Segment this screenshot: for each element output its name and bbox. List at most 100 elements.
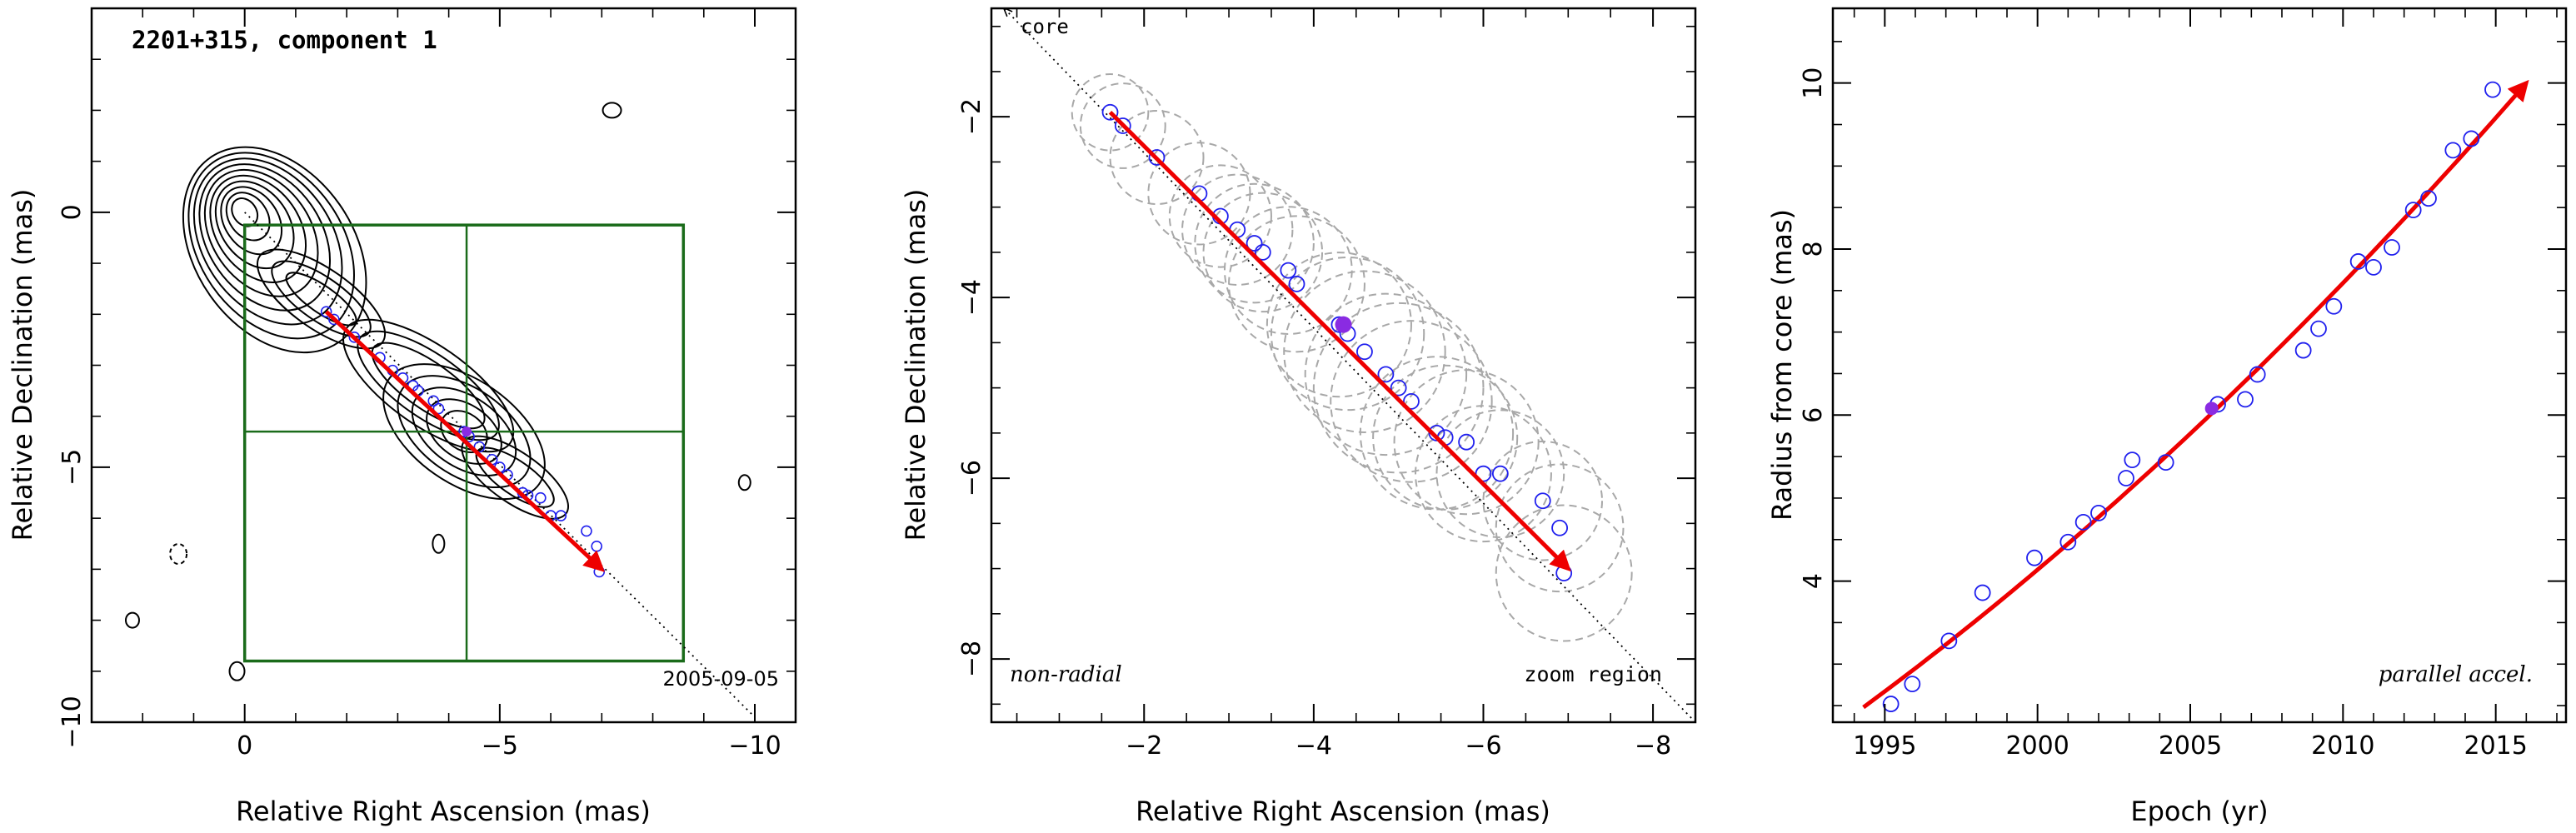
- position-marker: [555, 510, 567, 521]
- x-tick-label: 0: [237, 731, 252, 761]
- position-marker: [1288, 275, 1305, 292]
- y-tick-label: 8: [1799, 241, 1828, 257]
- component-size-circle: [1228, 215, 1365, 353]
- radius-data-point: [2059, 533, 2077, 551]
- mean-position-marker: [2204, 402, 2219, 416]
- core-contour: [198, 163, 332, 312]
- y-tick-label: −6: [957, 460, 986, 496]
- zoom-box: [242, 223, 686, 663]
- x-tick-label: 1995: [1853, 731, 1916, 761]
- position-marker: [591, 541, 602, 552]
- panel1-ticks: 0 −5 −10 0 −5 −10: [57, 8, 796, 761]
- panel1-overlay: [242, 212, 756, 718]
- panel3-x-axis-label: Epoch (yr): [2130, 796, 2268, 827]
- core-contour: [225, 192, 271, 242]
- component-size-circle: [1181, 173, 1294, 286]
- radius-data-point: [1940, 632, 1958, 650]
- acceleration-fit-curve: [1862, 79, 2529, 710]
- core-direction-line: [1004, 8, 1695, 722]
- y-tick-label: −10: [57, 696, 87, 748]
- component-size-circle: [1330, 320, 1493, 483]
- component-size-circle: [1202, 192, 1324, 313]
- panel2-frame: [990, 7, 1697, 724]
- x-tick-label: 2015: [2464, 731, 2527, 761]
- mean-position-marker: [1335, 316, 1352, 333]
- radius-data-point: [2325, 297, 2343, 315]
- core-contour: [220, 186, 283, 256]
- radius-data-point: [2294, 342, 2312, 359]
- panel2-fit-circles: [1071, 72, 1633, 642]
- jet-contour: [285, 272, 357, 327]
- y-tick-label: −4: [957, 279, 986, 316]
- core-contour: [192, 157, 343, 326]
- radius-data-point: [1904, 676, 1921, 693]
- radius-data-point: [2249, 366, 2266, 383]
- isolated-contour: [124, 611, 140, 629]
- component-size-circle: [1283, 270, 1446, 433]
- x-tick-label: −4: [1295, 731, 1332, 761]
- panel-radius-vs-epoch: 1995 2000 2005 2010 2015 4 6 8 10 parallel accel…: [1766, 7, 2568, 827]
- position-marker: [1114, 117, 1131, 134]
- radius-data-point: [1974, 584, 1991, 601]
- mean-position-marker: [462, 426, 472, 437]
- negative-contour: [169, 542, 188, 565]
- radius-data-point: [2090, 504, 2107, 521]
- panel1-contours: [124, 102, 751, 681]
- position-marker: [320, 306, 332, 318]
- position-marker: [328, 313, 340, 326]
- y-tick-label: 4: [1799, 573, 1828, 589]
- x-tick-label: −5: [482, 731, 518, 761]
- panel-zoom-region: −2 −4 −6 −8 −2 −4 −6 −8 core non-radial zoom re…: [900, 7, 1697, 827]
- position-marker: [535, 491, 547, 504]
- panel3-overlay: [1862, 79, 2529, 712]
- position-marker: [1458, 433, 1475, 451]
- core-contour: [203, 168, 319, 297]
- component-size-circle: [1266, 252, 1412, 398]
- y-tick-label: 6: [1799, 407, 1828, 423]
- x-tick-label: −8: [1635, 731, 1671, 761]
- position-marker: [1101, 103, 1119, 121]
- isolated-contour: [602, 102, 622, 119]
- radius-data-point: [1882, 696, 1900, 712]
- motion-vector: [324, 310, 605, 572]
- x-tick-label: 2005: [2159, 731, 2222, 761]
- y-tick-label: −2: [957, 98, 986, 135]
- position-marker: [473, 441, 486, 453]
- x-tick-label: −10: [728, 731, 781, 761]
- jet-contour: [461, 435, 570, 520]
- panel2-core-label: core: [1021, 15, 1069, 38]
- jet-contour: [382, 363, 546, 501]
- panel3-y-axis-label: Radius from core (mas): [1766, 209, 1798, 521]
- x-tick-label: 2000: [2005, 731, 2069, 761]
- position-marker: [1555, 565, 1573, 581]
- radius-data-point: [2237, 391, 2254, 408]
- radius-data-point: [2157, 454, 2174, 471]
- isolated-contour: [228, 661, 246, 681]
- position-marker: [1534, 492, 1551, 510]
- y-tick-label: 0: [57, 204, 87, 220]
- panel1-frame: [90, 7, 797, 724]
- component-size-circle: [1168, 164, 1272, 268]
- x-tick-label: −6: [1465, 731, 1501, 761]
- panel3-frame: [1831, 7, 2568, 724]
- panel2-x-axis-label: Relative Right Ascension (mas): [1136, 796, 1550, 827]
- position-marker: [1403, 392, 1420, 410]
- panel3-annotation: parallel accel.: [2379, 662, 2533, 687]
- component-size-circle: [1194, 182, 1315, 304]
- radius-data-point: [2349, 253, 2367, 270]
- position-marker: [427, 395, 440, 407]
- component-size-circle: [1482, 440, 1604, 561]
- jet-contour: [357, 330, 500, 441]
- component-size-circle: [1415, 405, 1552, 543]
- component-size-circle: [1435, 409, 1565, 539]
- core-contour: [214, 180, 295, 270]
- component-size-circle: [1109, 109, 1205, 205]
- y-tick-label: −8: [957, 641, 986, 677]
- component-size-circle: [1079, 82, 1166, 169]
- position-marker: [1551, 519, 1569, 536]
- radius-data-point: [2365, 259, 2382, 276]
- radius-data-point: [2420, 190, 2437, 207]
- panel2-non-radial-label: non-radial: [1010, 662, 1122, 687]
- component-size-circle: [1071, 72, 1150, 152]
- radius-data-point: [2384, 239, 2400, 256]
